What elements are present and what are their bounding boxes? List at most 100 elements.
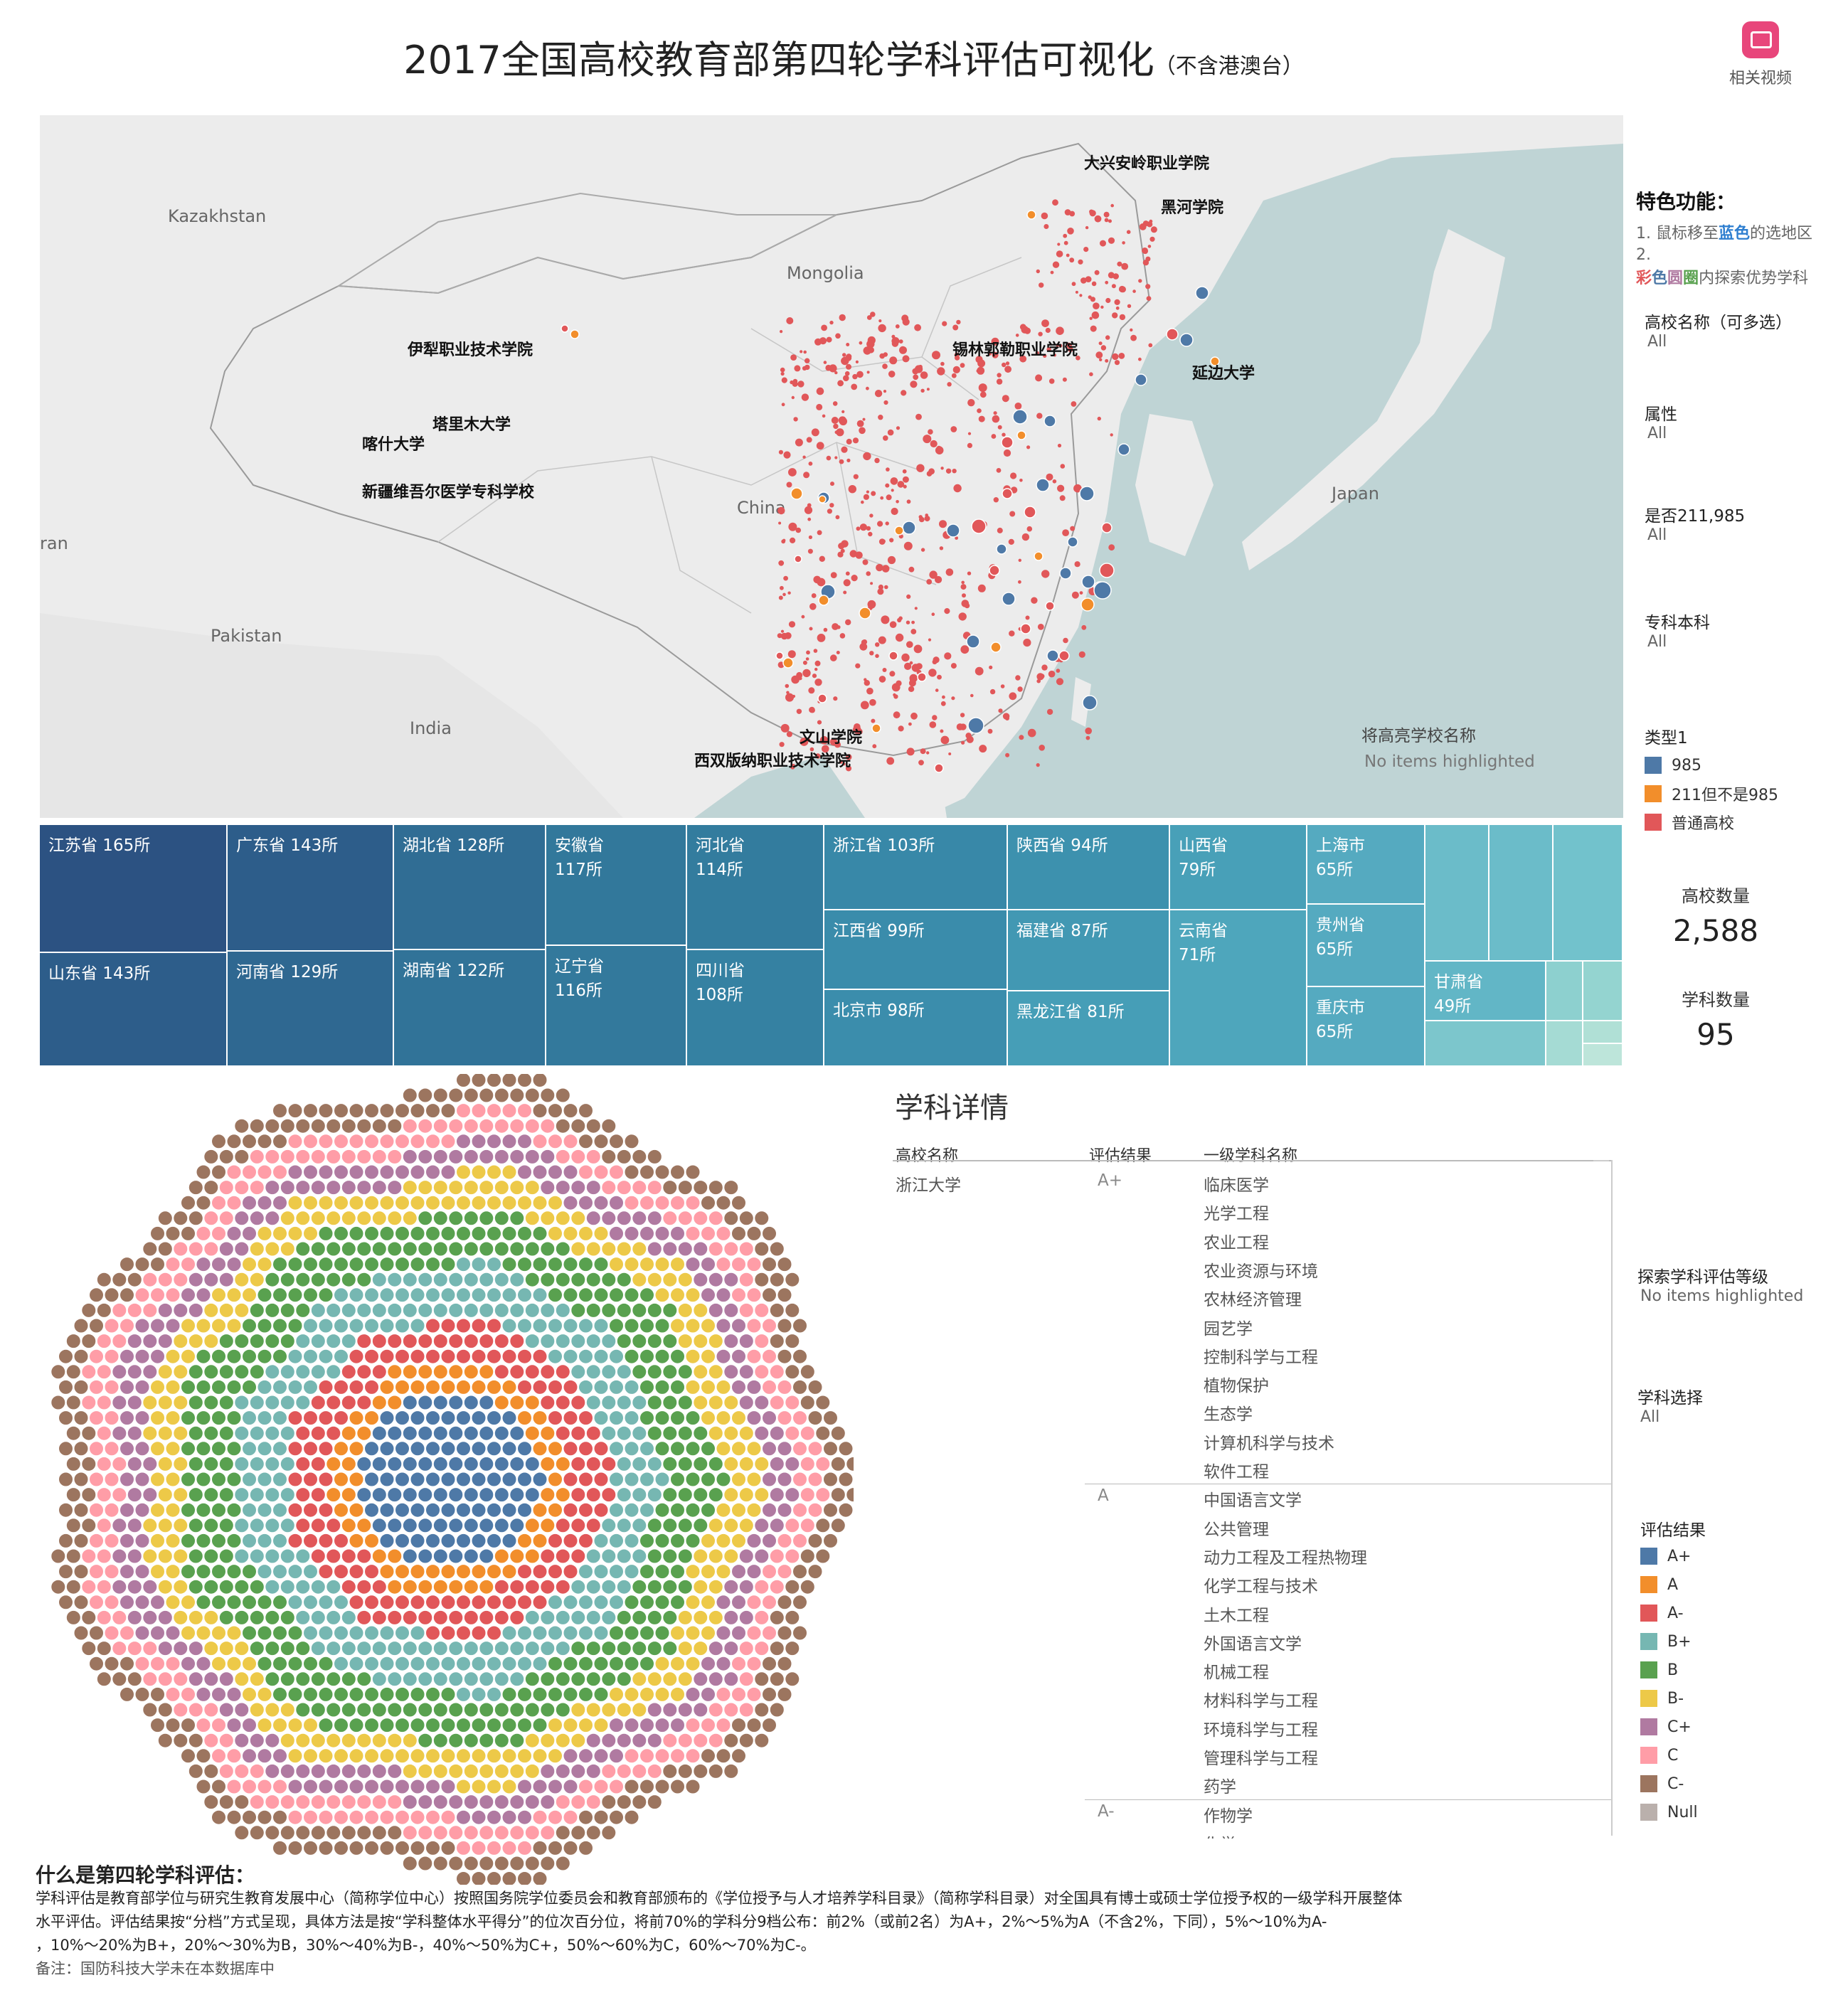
grade-dot[interactable]: [662, 1302, 678, 1318]
grade-dot[interactable]: [432, 1763, 448, 1779]
grade-dot[interactable]: [234, 1518, 250, 1533]
grade-dot[interactable]: [532, 1134, 548, 1149]
school-dot[interactable]: [940, 361, 945, 366]
grade-dot[interactable]: [463, 1118, 479, 1134]
grade-dot[interactable]: [532, 1779, 548, 1794]
grade-dot[interactable]: [303, 1379, 318, 1395]
grade-dot[interactable]: [432, 1579, 448, 1595]
grade-dot[interactable]: [800, 1487, 815, 1503]
grade-dot[interactable]: [563, 1410, 578, 1426]
grade-dot[interactable]: [494, 1671, 509, 1687]
grade-dot[interactable]: [540, 1118, 556, 1134]
school-dot[interactable]: [864, 680, 871, 686]
grade-dot[interactable]: [402, 1671, 418, 1687]
grade-dot[interactable]: [58, 1595, 73, 1610]
grade-dot[interactable]: [188, 1364, 203, 1380]
grade-dot[interactable]: [203, 1456, 219, 1472]
grade-dot[interactable]: [188, 1641, 203, 1656]
grade-dot[interactable]: [647, 1733, 662, 1748]
grade-dot[interactable]: [639, 1195, 654, 1211]
grade-dot[interactable]: [685, 1257, 701, 1272]
grade-dot[interactable]: [563, 1809, 578, 1825]
school-dot[interactable]: [1009, 692, 1017, 701]
grade-dot[interactable]: [548, 1164, 563, 1180]
grade-dot[interactable]: [601, 1334, 617, 1349]
grade-dot[interactable]: [303, 1225, 318, 1241]
school-dot[interactable]: [1085, 727, 1092, 735]
school-dot[interactable]: [856, 526, 861, 531]
school-dot[interactable]: [1114, 360, 1120, 366]
grade-dot[interactable]: [487, 1287, 501, 1303]
grade-dot[interactable]: [471, 1257, 487, 1272]
grade-dot[interactable]: [341, 1518, 356, 1533]
grade-bubble-chart[interactable]: [43, 1073, 861, 1886]
grade-dot[interactable]: [487, 1134, 501, 1149]
grade-dot[interactable]: [295, 1671, 311, 1687]
grade-dot[interactable]: [509, 1794, 525, 1810]
grade-dot[interactable]: [487, 1410, 501, 1426]
grade-dot[interactable]: [563, 1472, 578, 1487]
grade-dot[interactable]: [173, 1456, 188, 1472]
grade-dot[interactable]: [578, 1410, 593, 1426]
grade-dot[interactable]: [578, 1718, 593, 1733]
grade-dot[interactable]: [326, 1702, 341, 1718]
grade-dot[interactable]: [723, 1548, 739, 1564]
grade-dot[interactable]: [731, 1564, 746, 1580]
grade-dot[interactable]: [226, 1318, 242, 1334]
school-dot[interactable]: [790, 354, 797, 361]
grade-dot[interactable]: [303, 1103, 318, 1119]
grade-dot[interactable]: [234, 1149, 250, 1164]
grade-dot[interactable]: [341, 1302, 356, 1318]
grade-dot[interactable]: [670, 1318, 685, 1334]
grade-dot[interactable]: [517, 1595, 532, 1610]
grade-dot[interactable]: [96, 1456, 112, 1472]
school-dot[interactable]: [945, 568, 954, 576]
school-dot[interactable]: [1071, 591, 1079, 599]
grade-dot[interactable]: [287, 1533, 303, 1548]
grade-dot[interactable]: [242, 1656, 257, 1671]
grade-dot[interactable]: [593, 1595, 609, 1610]
school-dot[interactable]: [1031, 597, 1038, 604]
school-dot[interactable]: [961, 580, 965, 585]
grade-dot[interactable]: [540, 1149, 556, 1164]
grade-dot[interactable]: [188, 1180, 203, 1196]
grade-dot[interactable]: [280, 1334, 295, 1349]
grade-dot[interactable]: [654, 1533, 670, 1548]
grade-dot[interactable]: [234, 1302, 250, 1318]
grade-dot[interactable]: [295, 1364, 311, 1380]
school-dot-featured[interactable]: [967, 717, 984, 734]
grade-dot[interactable]: [234, 1456, 250, 1472]
grade-dot[interactable]: [120, 1656, 134, 1671]
grade-dot[interactable]: [157, 1548, 173, 1564]
grade-dot[interactable]: [471, 1103, 487, 1119]
school-dot[interactable]: [897, 481, 905, 488]
subject-select[interactable]: 学科选择 All: [1637, 1384, 1703, 1426]
grade-dot[interactable]: [494, 1856, 509, 1871]
school-dot[interactable]: [780, 585, 784, 590]
filter-attribute[interactable]: 属性 All: [1645, 400, 1677, 442]
grade-dot[interactable]: [685, 1564, 701, 1580]
school-dot[interactable]: [1023, 639, 1031, 647]
school-dot[interactable]: [1041, 212, 1048, 220]
grade-dot[interactable]: [432, 1241, 448, 1257]
grade-dot[interactable]: [387, 1609, 403, 1625]
grade-dot[interactable]: [303, 1195, 318, 1211]
school-dot[interactable]: [826, 455, 832, 461]
grade-dot[interactable]: [432, 1272, 448, 1287]
grade-dot[interactable]: [792, 1318, 807, 1334]
grade-dot[interactable]: [418, 1518, 433, 1533]
school-dot[interactable]: [885, 483, 890, 488]
grade-dot[interactable]: [647, 1425, 662, 1441]
grade-dot[interactable]: [142, 1579, 158, 1595]
school-dot[interactable]: [1015, 675, 1021, 681]
school-dot[interactable]: [808, 462, 813, 466]
school-dot[interactable]: [952, 366, 960, 373]
grade-dot[interactable]: [402, 1579, 418, 1595]
grade-dot[interactable]: [440, 1656, 456, 1671]
school-dot[interactable]: [1130, 328, 1133, 332]
grade-dot[interactable]: [448, 1794, 464, 1810]
grade-dot[interactable]: [334, 1625, 349, 1641]
grade-dot[interactable]: [371, 1579, 387, 1595]
grade-dot[interactable]: [716, 1595, 731, 1610]
grade-dot[interactable]: [624, 1656, 639, 1671]
